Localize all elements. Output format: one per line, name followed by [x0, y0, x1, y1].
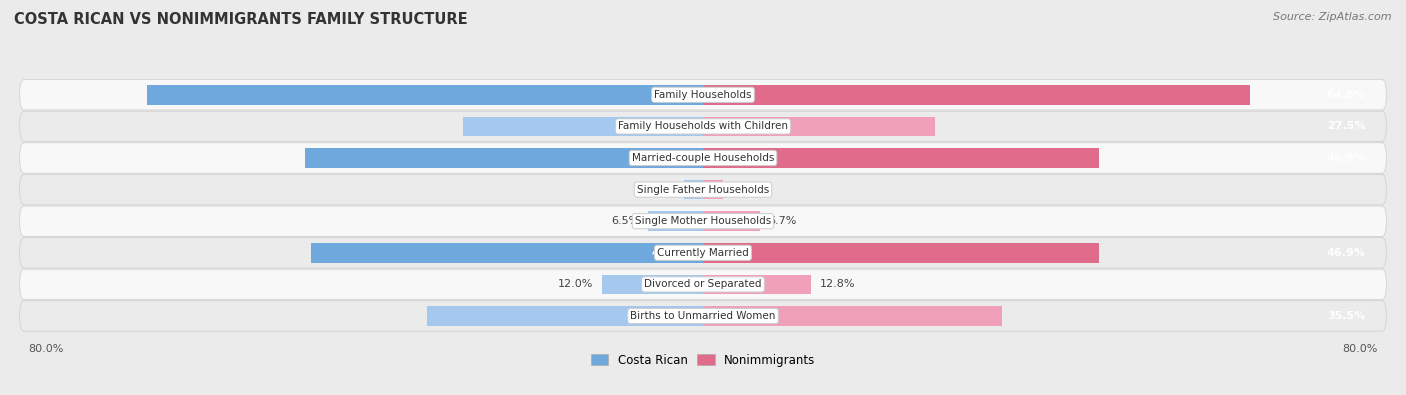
Bar	[305, 148, 703, 168]
Bar	[703, 180, 723, 199]
Text: Currently Married: Currently Married	[657, 248, 749, 258]
Text: Single Father Households: Single Father Households	[637, 184, 769, 195]
Bar	[703, 117, 935, 136]
Text: 35.5%: 35.5%	[1327, 311, 1365, 321]
Bar	[703, 211, 759, 231]
Text: 6.5%: 6.5%	[612, 216, 640, 226]
Bar	[683, 180, 703, 199]
Text: 80.0%: 80.0%	[28, 344, 63, 354]
Bar	[148, 85, 703, 105]
Bar	[703, 243, 1098, 263]
Text: Single Mother Households: Single Mother Households	[636, 216, 770, 226]
Text: Married-couple Households: Married-couple Households	[631, 153, 775, 163]
Legend: Costa Rican, Nonimmigrants: Costa Rican, Nonimmigrants	[586, 349, 820, 371]
Text: 46.9%: 46.9%	[1326, 153, 1365, 163]
Bar	[311, 243, 703, 263]
Text: 65.9%: 65.9%	[651, 90, 690, 100]
Text: 2.4%: 2.4%	[731, 184, 761, 195]
Text: 46.5%: 46.5%	[651, 248, 690, 258]
Bar	[427, 306, 703, 326]
Text: Family Households: Family Households	[654, 90, 752, 100]
Bar	[648, 211, 703, 231]
Bar	[464, 117, 703, 136]
FancyBboxPatch shape	[20, 301, 1386, 331]
Text: Births to Unmarried Women: Births to Unmarried Women	[630, 311, 776, 321]
Bar	[602, 275, 703, 294]
Text: COSTA RICAN VS NONIMMIGRANTS FAMILY STRUCTURE: COSTA RICAN VS NONIMMIGRANTS FAMILY STRU…	[14, 12, 468, 27]
FancyBboxPatch shape	[20, 80, 1386, 110]
Text: 28.4%: 28.4%	[651, 121, 690, 132]
FancyBboxPatch shape	[20, 269, 1386, 299]
Bar	[703, 275, 811, 294]
Text: 6.7%: 6.7%	[768, 216, 796, 226]
Text: 80.0%: 80.0%	[1343, 344, 1378, 354]
Bar	[703, 148, 1098, 168]
Text: 64.8%: 64.8%	[1326, 90, 1365, 100]
Text: 47.2%: 47.2%	[651, 153, 690, 163]
Text: Divorced or Separated: Divorced or Separated	[644, 279, 762, 290]
FancyBboxPatch shape	[20, 175, 1386, 205]
Text: Family Households with Children: Family Households with Children	[619, 121, 787, 132]
FancyBboxPatch shape	[20, 143, 1386, 173]
Text: 2.3%: 2.3%	[647, 184, 675, 195]
Text: 27.5%: 27.5%	[1327, 121, 1365, 132]
Text: Source: ZipAtlas.com: Source: ZipAtlas.com	[1274, 12, 1392, 22]
Bar	[703, 306, 1002, 326]
Text: 12.8%: 12.8%	[820, 279, 855, 290]
Text: 32.7%: 32.7%	[652, 311, 690, 321]
Text: 12.0%: 12.0%	[558, 279, 593, 290]
FancyBboxPatch shape	[20, 238, 1386, 268]
Text: 46.9%: 46.9%	[1326, 248, 1365, 258]
FancyBboxPatch shape	[20, 111, 1386, 141]
FancyBboxPatch shape	[20, 206, 1386, 236]
Bar	[703, 85, 1250, 105]
